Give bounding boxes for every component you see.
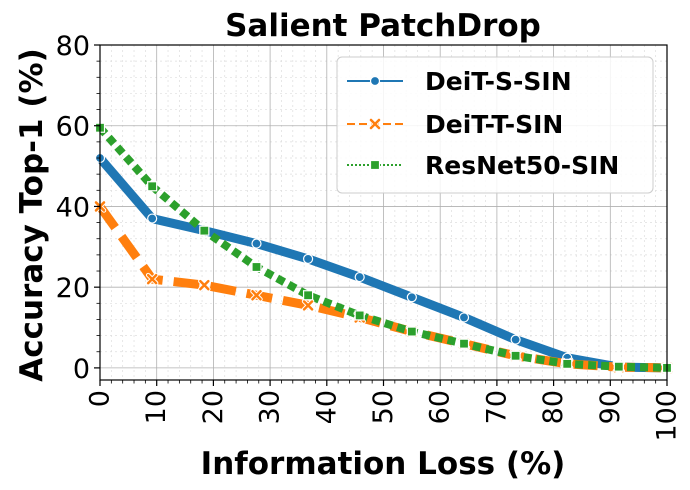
data-point-deit-t-sin [199,279,210,291]
y-axis-label: Accuracy Top-1 (%) [14,48,50,382]
tick-labels: 0 10 20 30 40 50 60 70 80 90 100 0 20 40 60 80 [56,31,683,442]
y-tick-label: 60 [56,112,90,143]
data-point-deit-s-sin [354,271,365,283]
data-point-deit-s-sin [510,334,521,345]
x-tick-label: 100 [652,390,683,442]
series-lines [96,125,668,373]
series-markers [93,122,674,375]
x-tick-label: 30 [255,390,286,424]
data-point-deit-t-sin [146,273,158,285]
y-tick-label: 20 [56,273,90,304]
data-point-resnet50-sin [251,261,262,273]
data-point-resnet50-sin [406,326,417,337]
x-tick-label: 10 [141,390,172,424]
data-point-deit-s-sin [458,312,470,323]
x-tick-label: 90 [595,390,626,424]
y-tick-label: 0 [73,354,90,385]
x-tick-label: 0 [85,390,116,407]
data-point-resnet50-sin [510,350,521,361]
axis-ticks [94,44,668,386]
x-axis-label: Information Loss (%) [201,446,566,482]
data-point-resnet50-sin [458,338,470,349]
data-point-resnet50-sin [302,290,314,301]
data-point-resnet50-sin [354,310,365,321]
legend-marker-deit-s-sin [369,75,381,87]
legend-marker-deit-t-sin [369,118,381,130]
x-tick-label: 60 [425,390,456,424]
data-point-deit-s-sin [147,213,158,224]
legend-label-deit-s-sin: DeiT-S-SIN [425,67,572,96]
x-tick-label: 40 [311,390,342,424]
data-point-resnet50-sin [613,361,624,372]
legend-label-deit-t-sin: DeiT-T-SIN [425,110,563,139]
legend: DeiT-S-SIN DeiT-T-SIN ResNet50-SIN [336,56,654,194]
series-line-deit-s-sin [96,155,668,373]
data-point-deit-t-sin [251,289,262,301]
x-tick-label: 20 [198,390,229,424]
x-tick-label: 50 [368,390,399,424]
legend-box [336,56,654,194]
y-tick-label: 80 [56,31,90,62]
data-point-deit-s-sin [406,292,417,303]
legend-marker-resnet50-sin [369,159,381,171]
y-tick-label: 40 [56,192,90,223]
data-point-deit-s-sin [251,238,262,249]
chart-title: Salient PatchDrop [225,8,541,44]
data-point-resnet50-sin [562,358,573,369]
x-tick-label: 70 [481,390,512,424]
data-point-deit-t-sin [302,300,314,311]
data-point-resnet50-sin [199,225,210,236]
series-line-resnet50-sin [97,125,668,372]
legend-label-resnet50-sin: ResNet50-SIN [425,151,619,180]
data-point-resnet50-sin [147,181,158,192]
data-point-deit-s-sin [302,253,314,265]
x-tick-label: 80 [538,390,569,424]
